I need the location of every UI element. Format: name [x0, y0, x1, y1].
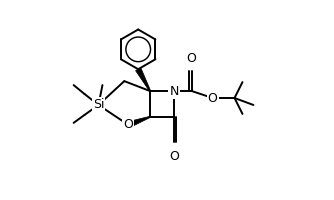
Polygon shape	[136, 68, 151, 91]
Text: O: O	[208, 92, 218, 105]
Text: O: O	[186, 52, 196, 65]
Text: Si: Si	[93, 98, 104, 111]
Text: O: O	[123, 118, 133, 131]
Polygon shape	[127, 116, 150, 128]
Text: N: N	[169, 85, 179, 98]
Text: O: O	[169, 150, 179, 163]
